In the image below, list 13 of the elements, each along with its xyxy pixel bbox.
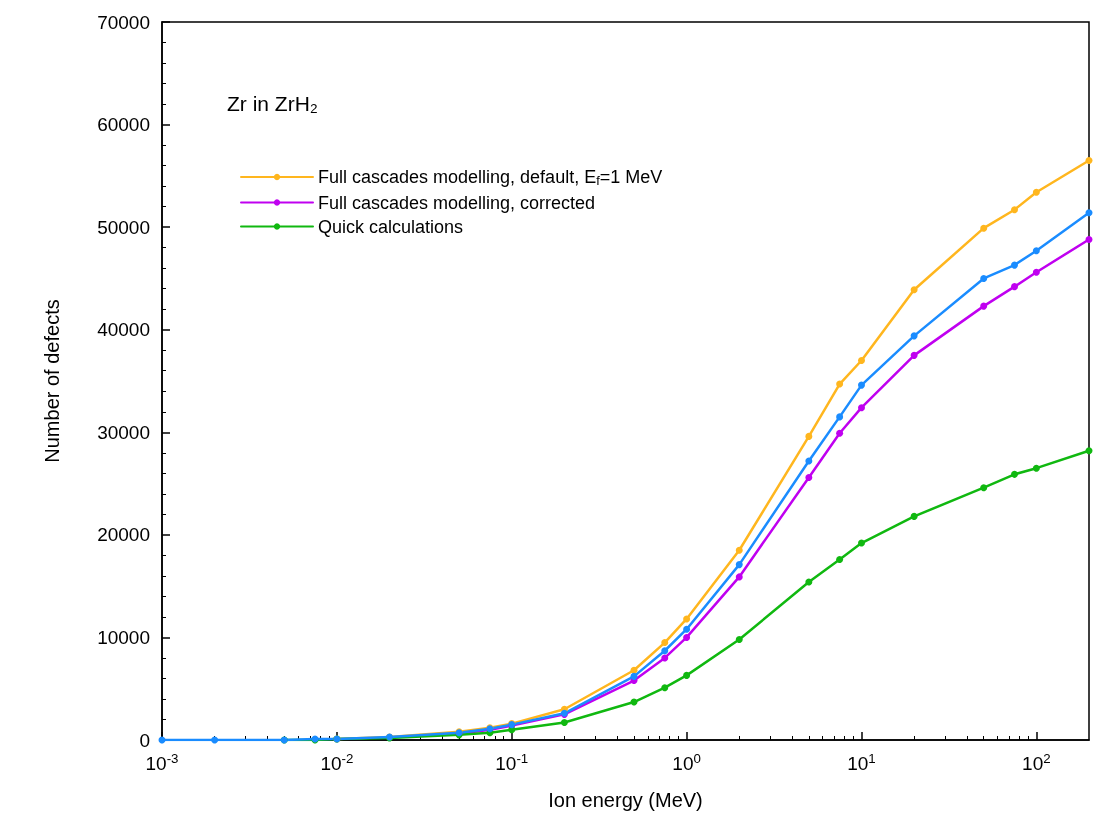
y-tick-label: 20000 — [97, 524, 150, 546]
text: Zr in ZrH₂ — [227, 92, 318, 115]
legend-label: Full cascades modelling, corrected — [318, 192, 596, 213]
y-tick-label: 60000 — [97, 114, 150, 136]
y-tick-label: 30000 — [97, 421, 150, 443]
x-axis-title: Ion energy (MeV) — [548, 789, 703, 811]
y-tick-label: 50000 — [97, 216, 150, 238]
y-tick-label: 10000 — [97, 626, 150, 648]
legend-label: Quick calculations — [318, 216, 464, 237]
y-tick-label: 0 — [139, 729, 150, 751]
y-tick-label: 40000 — [97, 319, 150, 341]
y-tick-label: 70000 — [97, 11, 150, 33]
y-axis-title: Number of defects — [41, 299, 63, 463]
